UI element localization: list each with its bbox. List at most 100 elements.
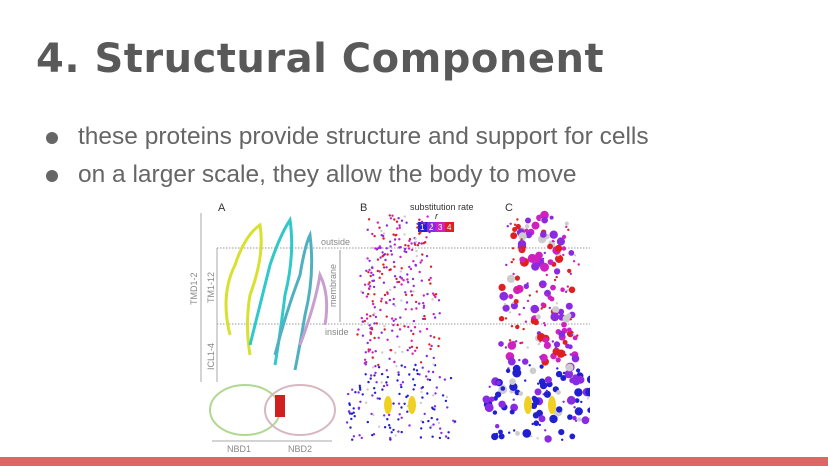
residue-dot: [408, 373, 411, 376]
residue-dot: [426, 215, 429, 218]
residue-dot: [407, 325, 410, 329]
residue-dot: [416, 372, 419, 376]
residue-dot: [413, 326, 417, 329]
residue-dot: [353, 415, 356, 418]
residue-dot: [425, 254, 429, 258]
residue-dot: [567, 327, 572, 333]
residue-dot: [392, 323, 395, 327]
residue-dot: [376, 269, 379, 273]
residue-dot: [573, 254, 577, 257]
residue-dot: [513, 223, 517, 226]
residue-dot: [409, 267, 413, 271]
panel-c-residue-map: [482, 210, 590, 443]
residue-dot: [399, 270, 402, 273]
residue-dot: [357, 328, 360, 331]
legend-value: 2: [429, 223, 434, 232]
residue-dot: [426, 392, 429, 395]
residue-dot: [511, 247, 515, 250]
residue-dot: [513, 429, 516, 432]
residue-dot: [561, 321, 567, 328]
residue-dot: [400, 283, 403, 286]
residue-dot: [369, 331, 372, 334]
residue-dot: [347, 392, 350, 396]
residue-dot: [394, 318, 397, 321]
residue-dot: [380, 229, 383, 233]
residue-dot: [373, 293, 376, 296]
residue-dot: [504, 346, 508, 349]
legend-value: 3: [438, 223, 443, 232]
residue-dot: [368, 324, 371, 327]
residue-dot: [441, 394, 445, 397]
residue-dot: [418, 302, 421, 305]
membrane-label: membrane: [328, 264, 338, 307]
residue-dot: [400, 430, 403, 434]
residue-dot: [540, 302, 546, 308]
residue-dot: [388, 214, 391, 217]
residue-dot: [393, 265, 396, 268]
residue-dot: [367, 287, 371, 290]
residue-dot: [543, 341, 551, 349]
panel-a-ribbon-structure: [209, 215, 336, 436]
ligand-atp: [524, 396, 532, 414]
residue-dot: [386, 418, 389, 421]
residue-dot: [398, 238, 401, 241]
residue-dot: [447, 436, 450, 440]
residue-dot: [512, 398, 515, 401]
residue-dot: [391, 329, 394, 332]
inside-label: inside: [325, 327, 349, 337]
residue-dot: [446, 406, 449, 409]
residue-dot: [530, 402, 538, 409]
residue-dot: [364, 351, 367, 354]
residue-dot: [555, 244, 563, 252]
residue-dot: [373, 312, 376, 315]
residue-dot: [399, 255, 402, 259]
residue-dot: [414, 240, 418, 243]
residue-dot: [373, 234, 376, 238]
residue-dot: [533, 420, 540, 426]
residue-dot: [505, 368, 511, 373]
residue-dot: [352, 407, 355, 410]
residue-dot: [368, 348, 372, 351]
residue-dot: [367, 350, 370, 353]
residue-dot: [562, 315, 571, 323]
residue-dot: [530, 435, 533, 438]
residue-dot: [496, 380, 501, 386]
residue-dot: [359, 274, 362, 278]
residue-dot: [550, 312, 560, 322]
residue-dot: [398, 345, 401, 349]
residue-dot: [433, 336, 436, 339]
residue-dot: [392, 319, 395, 322]
residue-dot: [407, 244, 410, 247]
residue-dot: [580, 400, 583, 404]
residue-dot: [403, 215, 406, 218]
residue-dot: [380, 381, 383, 384]
residue-dot: [585, 387, 590, 397]
residue-dot: [534, 258, 540, 263]
residue-dot: [576, 417, 582, 422]
residue-dot: [427, 370, 430, 373]
residue-dot: [432, 394, 435, 397]
residue-dot: [438, 312, 441, 315]
residue-dot: [393, 238, 397, 241]
residue-dot: [555, 275, 558, 279]
residue-dot: [404, 244, 407, 247]
residue-dot: [498, 400, 506, 408]
residue-dot: [555, 302, 559, 305]
residue-dot: [398, 413, 401, 416]
residue-dot: [529, 367, 537, 375]
residue-dot: [369, 339, 372, 342]
residue-dot: [371, 356, 374, 359]
residue-dot: [431, 370, 435, 374]
residue-dot: [369, 285, 372, 288]
residue-dot: [365, 317, 369, 320]
residue-dot: [367, 218, 371, 221]
residue-dot: [414, 363, 417, 367]
residue-dot: [543, 324, 547, 327]
residue-dot: [366, 322, 369, 325]
residue-dot: [482, 395, 491, 404]
residue-dot: [551, 340, 554, 343]
residue-dot: [412, 388, 415, 391]
residue-dot: [361, 393, 364, 396]
legend-title: substitution rate: [410, 202, 474, 212]
residue-dot: [520, 238, 523, 241]
